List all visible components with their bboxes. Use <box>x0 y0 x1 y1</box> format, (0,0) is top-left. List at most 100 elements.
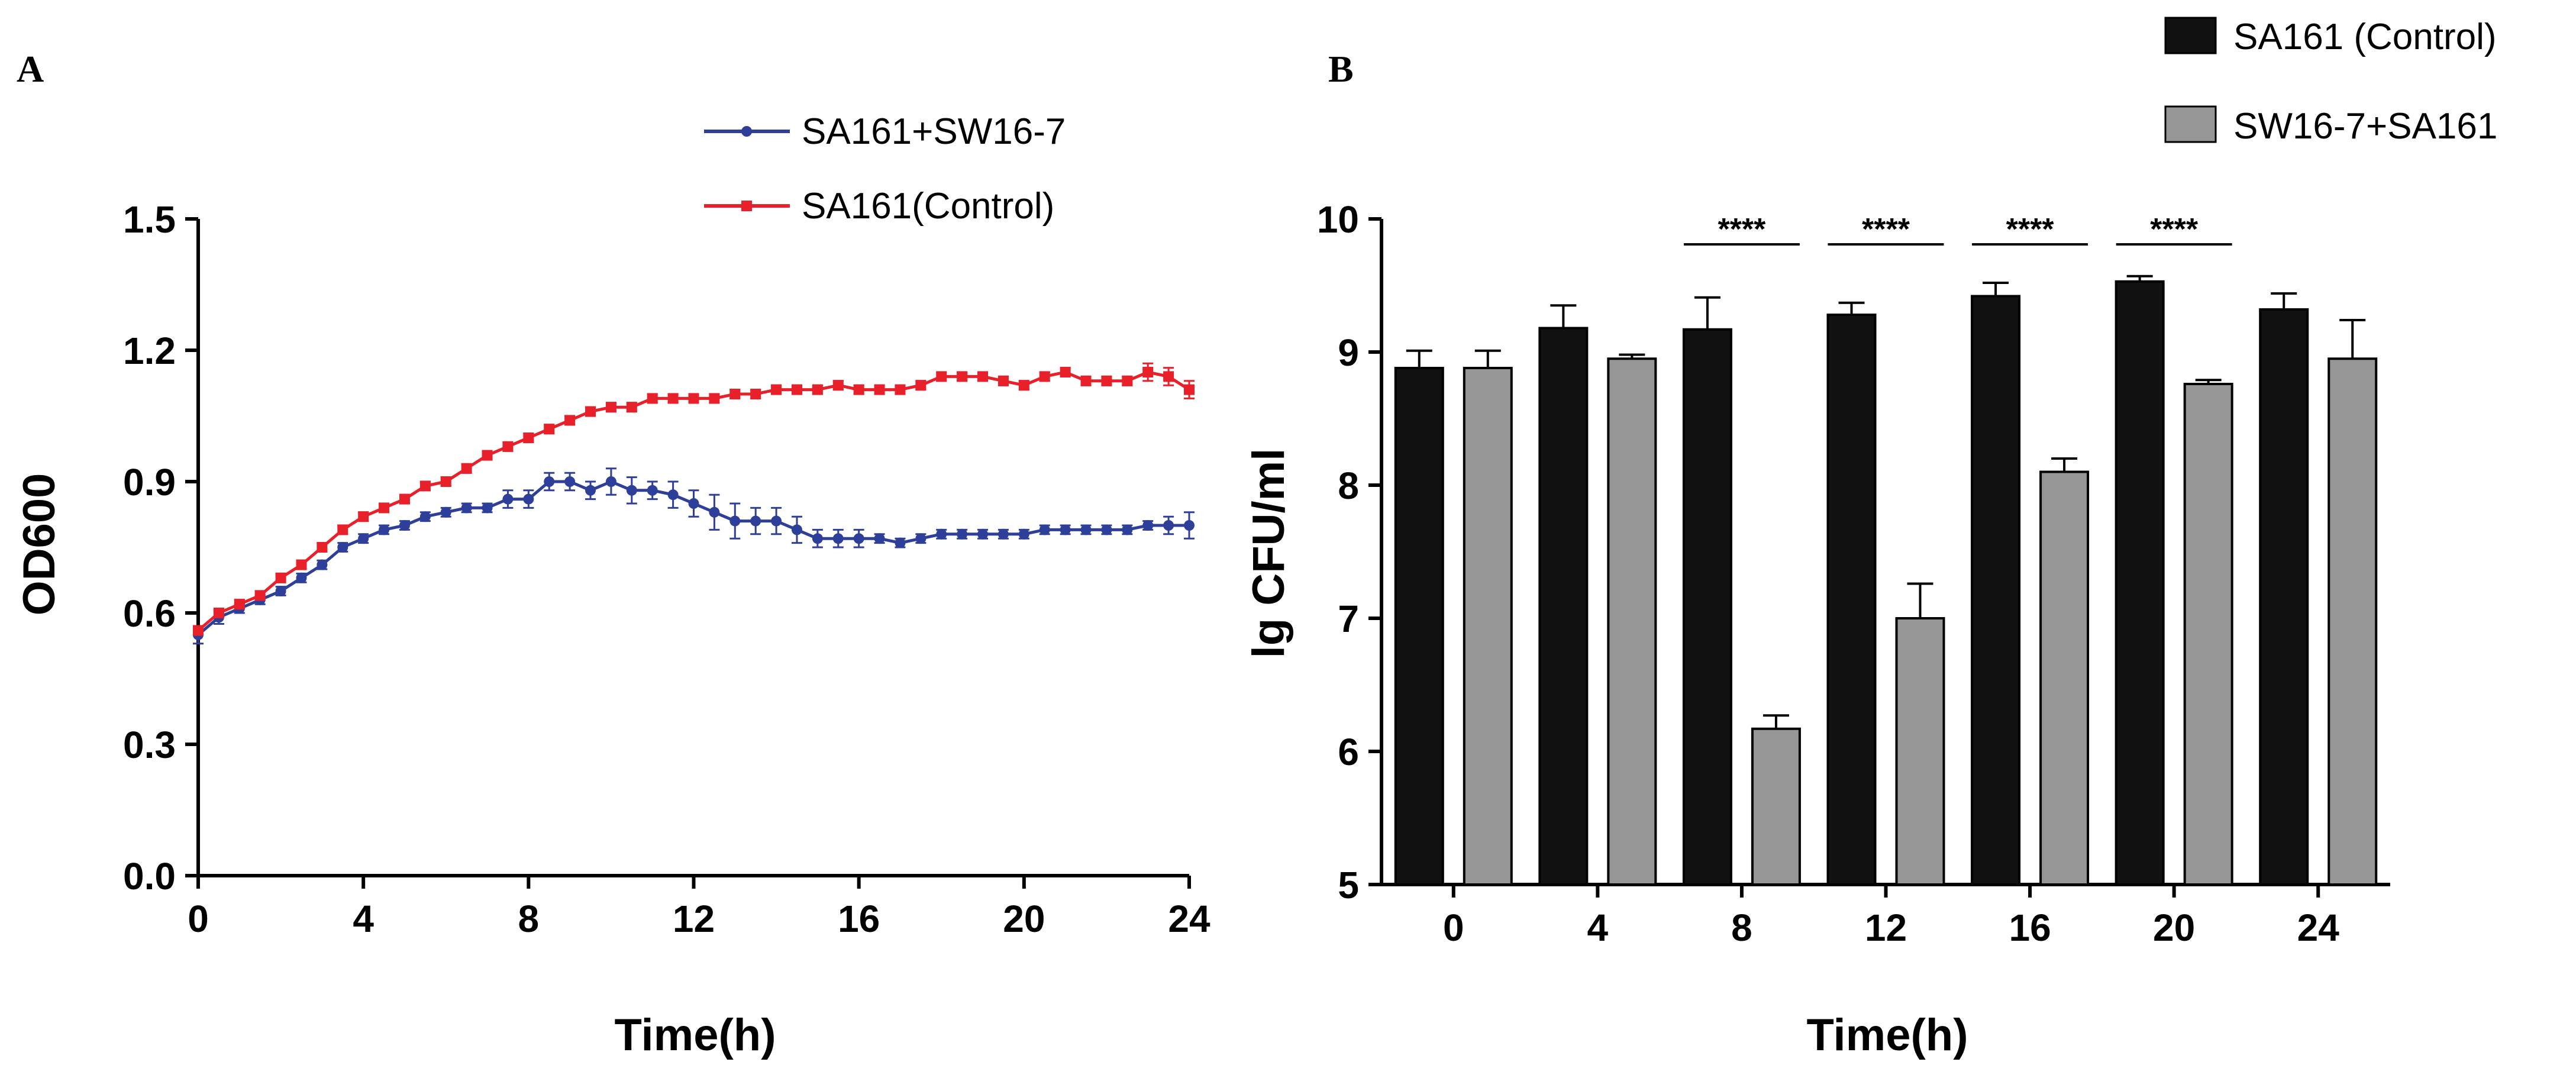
data-point-sa161-control <box>502 441 514 452</box>
significance-label: **** <box>1718 212 1766 247</box>
data-point-sa161-control <box>791 384 802 395</box>
data-point-sa161-sw16-7 <box>419 511 431 522</box>
data-point-sa161-sw16-7 <box>358 533 369 544</box>
data-point-sa161-sw16-7 <box>317 559 328 570</box>
data-point-sa161-control <box>440 476 451 487</box>
data-point-sa161-sw16-7 <box>709 506 720 518</box>
data-point-sa161-sw16-7 <box>502 493 514 505</box>
chart-b-x-axis-title: Time(h) <box>1806 1010 1968 1060</box>
bar-sw16-7-sa161 <box>1895 617 1945 886</box>
data-point-sa161-control <box>977 371 989 382</box>
data-point-sa161-sw16-7 <box>1039 524 1050 535</box>
data-point-sa161-sw16-7 <box>1060 524 1071 535</box>
chart-a-legend: SA161+SW16-7 SA161(Control) <box>704 111 1066 227</box>
chart-b-y-tick-label: 6 <box>1338 731 1359 773</box>
chart-a-y-axis-title: OD600 <box>14 473 64 616</box>
data-point-sa161-sw16-7 <box>771 515 782 527</box>
data-point-sa161-sw16-7 <box>337 542 348 553</box>
data-point-sa161-sw16-7 <box>688 498 699 509</box>
chart-a-y-tick-label: 1.2 <box>123 330 176 372</box>
data-point-sa161-control <box>275 572 286 583</box>
data-point-sa161-control <box>667 393 679 404</box>
chart-a-x-tick-label: 0 <box>188 898 209 940</box>
chart-a-y-tick-label: 1.5 <box>123 198 176 241</box>
chart-b-x-tick-label: 24 <box>2297 906 2340 949</box>
data-point-sa161-control <box>832 380 844 391</box>
data-point-sa161-sw16-7 <box>482 502 493 514</box>
data-point-sa161-sw16-7 <box>729 515 741 527</box>
data-point-sa161-control <box>254 590 266 601</box>
chart-a-x-axis-title: Time(h) <box>614 1010 776 1060</box>
data-point-sa161-control <box>647 393 658 404</box>
chart-a-y-tick-label: 0.0 <box>123 855 176 898</box>
chart-a-x-tick-label: 16 <box>838 898 880 940</box>
data-point-sa161-sw16-7 <box>936 528 947 540</box>
data-point-sa161-control <box>523 433 534 443</box>
data-point-sa161-sw16-7 <box>812 533 823 544</box>
chart-a-x-tick-label: 24 <box>1168 898 1210 940</box>
bar-sa161-control <box>1394 367 1444 886</box>
chart-a-y-tick-label: 0.6 <box>123 592 176 635</box>
legend-label-sa161-sw16-7: SA161+SW16-7 <box>802 111 1066 152</box>
legend-marker-circle <box>741 126 752 137</box>
chart-b-x-tick-label: 12 <box>1865 906 1907 949</box>
panel-b-label: B <box>1328 48 1354 90</box>
chart-a-x-tick-label: 20 <box>1003 898 1045 940</box>
data-point-sa161-control <box>564 415 576 426</box>
data-point-sa161-sw16-7 <box>296 572 307 583</box>
chart-b-x-tick-label: 20 <box>2153 906 2195 949</box>
data-point-sa161-sw16-7 <box>895 537 906 548</box>
chart-b-legend: SA161 (Control) SW16-7+SA161 <box>2164 17 2497 147</box>
data-point-sa161-control <box>874 384 885 395</box>
data-point-sa161-control <box>1101 375 1112 386</box>
data-point-sa161-sw16-7 <box>667 489 679 501</box>
legend-label-sa161-control: SA161(Control) <box>802 186 1054 227</box>
data-point-sa161-control <box>213 608 224 618</box>
bar-sw16-7-sa161 <box>2039 470 2090 886</box>
data-point-sa161-control <box>1163 371 1174 382</box>
data-point-sa161-sw16-7 <box>440 506 451 518</box>
data-point-sa161-control <box>461 463 472 474</box>
bar-sw16-7-sa161 <box>2328 357 2378 886</box>
data-point-sa161-sw16-7 <box>379 524 390 535</box>
data-point-sa161-sw16-7 <box>998 528 1009 540</box>
data-point-sa161-sw16-7 <box>832 533 844 544</box>
legend-swatch-sa161-control <box>2164 17 2217 54</box>
chart-a-y-tick-label: 0.3 <box>123 724 176 766</box>
data-point-sa161-control <box>482 450 493 461</box>
bar-sw16-7-sa161 <box>1751 727 1801 886</box>
data-point-sa161-sw16-7 <box>585 485 596 496</box>
bar-sa161-control <box>1826 314 1877 886</box>
significance-label: **** <box>2006 212 2055 247</box>
legend-label-sw16-7-sa161: SW16-7+SA161 <box>2233 106 2497 147</box>
bar-sw16-7-sa161 <box>1607 357 1657 886</box>
data-point-sa161-control <box>1122 375 1133 386</box>
data-point-sa161-sw16-7 <box>874 533 885 544</box>
data-point-sa161-control <box>1184 384 1195 395</box>
data-point-sa161-sw16-7 <box>1018 528 1029 540</box>
chart-b-y-tick-label: 5 <box>1338 864 1359 906</box>
data-point-sa161-sw16-7 <box>523 493 534 505</box>
data-point-sa161-control <box>750 389 761 399</box>
data-point-sa161-control <box>399 493 410 505</box>
chart-b-y-tick-label: 9 <box>1338 331 1359 374</box>
data-point-sa161-control <box>853 384 864 395</box>
panel-a-label: A <box>17 48 44 90</box>
data-point-sa161-sw16-7 <box>399 520 410 531</box>
data-point-sa161-sw16-7 <box>605 476 616 487</box>
significance-label: **** <box>2150 212 2199 247</box>
data-point-sa161-control <box>812 384 823 395</box>
bar-sa161-control <box>1682 328 1732 886</box>
data-point-sa161-control <box>1142 367 1154 377</box>
data-point-sa161-control <box>957 371 968 382</box>
bar-sa161-control <box>1538 327 1589 886</box>
chart-b-y-axis-title: lg CFU/ml <box>1244 448 1294 659</box>
data-point-sa161-control <box>915 380 927 391</box>
data-point-sa161-sw16-7 <box>461 502 472 514</box>
significance-label: **** <box>1862 212 1910 247</box>
data-point-sa161-control <box>771 384 782 395</box>
data-point-sa161-sw16-7 <box>977 528 989 540</box>
data-point-sa161-control <box>358 511 369 522</box>
chart-b-cfu-bar-chart: lg CFU/ml Time(h) SA161 (Control) SW16-7… <box>1244 17 2497 1060</box>
